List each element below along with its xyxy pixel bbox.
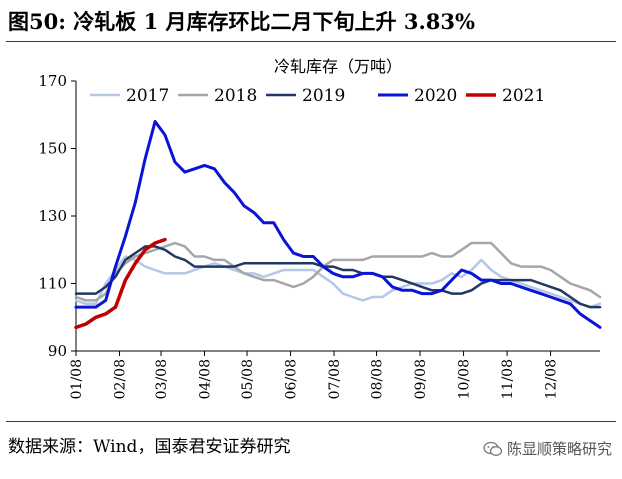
legend-item-2020: 2020 xyxy=(378,86,457,106)
watermark: 陈显顺策略研究 xyxy=(483,438,612,459)
source-rule xyxy=(6,421,616,422)
legend-label: 2019 xyxy=(302,86,345,106)
figure-title: 图50: 冷轧板 1 月库存环比二月下旬上升 3.83% xyxy=(8,9,475,34)
x-tick-label: 07/08 xyxy=(327,359,343,399)
title-rule xyxy=(6,41,616,42)
legend-item-2021: 2021 xyxy=(466,86,545,106)
legend: 2017 2018 2019 2020 2021 xyxy=(90,86,545,106)
x-tick-label: 09/08 xyxy=(413,359,429,399)
x-tick-label: 10/08 xyxy=(457,359,473,399)
y-tick-label: 90 xyxy=(48,342,67,360)
series-line-2021 xyxy=(74,237,167,330)
y-tick-label: 150 xyxy=(38,140,67,158)
x-tick-label: 06/08 xyxy=(284,359,300,399)
legend-label: 2017 xyxy=(126,86,169,106)
x-tick-label: 04/08 xyxy=(198,359,214,399)
series-line-2018 xyxy=(74,241,602,302)
line-chart: 冷轧库存（万吨） 2017 2018 2019 2020 2021 90 110 130 15… xyxy=(38,57,602,399)
y-tick-label: 110 xyxy=(38,275,67,293)
y-tick-label: 130 xyxy=(38,207,67,225)
x-tick-label: 12/08 xyxy=(544,359,560,399)
y-tick-label: 170 xyxy=(38,72,67,90)
series-line-2017 xyxy=(74,255,602,309)
watermark-text: 陈显顺策略研究 xyxy=(506,440,612,458)
legend-item-2017: 2017 xyxy=(90,86,169,106)
series-line-2019 xyxy=(74,245,602,309)
legend-item-2018: 2018 xyxy=(178,86,257,106)
axes: 90 110 130 150 170 01/08 02/08 03/08 04/08 05/08 0… xyxy=(38,72,600,399)
chart-title: 冷轧库存（万吨） xyxy=(274,57,402,76)
legend-label: 2021 xyxy=(502,86,545,106)
x-tick-label: 11/08 xyxy=(500,359,516,399)
series-layer xyxy=(74,120,602,330)
x-tick-label: 08/08 xyxy=(370,359,386,399)
wechat-icon xyxy=(483,441,503,456)
legend-label: 2020 xyxy=(414,86,457,106)
legend-label: 2018 xyxy=(214,86,257,106)
x-tick-label: 02/08 xyxy=(113,359,129,399)
x-tick-label: 05/08 xyxy=(240,359,256,399)
source-note: 数据来源：Wind，国泰君安证券研究 xyxy=(8,437,291,457)
x-tick-label: 03/08 xyxy=(154,359,170,399)
legend-item-2019: 2019 xyxy=(266,86,345,106)
series-line-2020 xyxy=(74,120,602,329)
x-tick-label: 01/08 xyxy=(69,359,85,399)
